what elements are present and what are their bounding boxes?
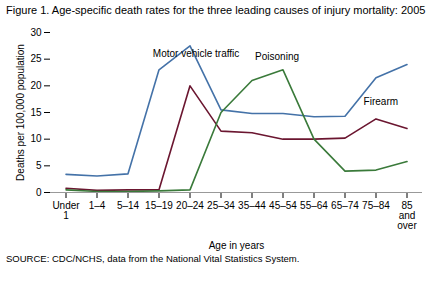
svg-text:45–54: 45–54 [269,199,297,210]
svg-text:75–84: 75–84 [362,199,390,210]
svg-text:55–64: 55–64 [300,199,328,210]
svg-text:Under1: Under1 [52,199,80,220]
svg-text:1–4: 1–4 [89,199,106,210]
svg-text:Age in years: Age in years [209,239,265,250]
svg-text:20: 20 [30,80,42,91]
svg-text:Deaths per 100,000 population: Deaths per 100,000 population [15,44,26,181]
svg-text:85andover: 85andover [397,199,417,230]
svg-text:30: 30 [30,26,42,37]
svg-text:Firearm: Firearm [364,95,398,106]
svg-text:5–14: 5–14 [117,199,140,210]
svg-text:15–19: 15–19 [145,199,173,210]
svg-text:35–44: 35–44 [238,199,266,210]
svg-text:10: 10 [30,133,42,144]
svg-text:0: 0 [36,186,42,197]
svg-text:15: 15 [30,106,42,117]
svg-text:65–74: 65–74 [331,199,359,210]
svg-text:Poisoning: Poisoning [255,51,299,62]
html-text:SOURCE: CDC/NCHS, data from th: SOURCE: CDC/NCHS, data from the National… [6,252,300,264]
svg-text:25–34: 25–34 [207,199,235,210]
svg-text:Motor vehicle traffic: Motor vehicle traffic [153,47,240,58]
html-text:Figure 1. Age-specific death r: Figure 1. Age-specific death rates for t… [6,4,426,16]
svg-text:20–24: 20–24 [176,199,204,210]
svg-text:5: 5 [36,160,42,171]
svg-text:25: 25 [30,53,42,64]
